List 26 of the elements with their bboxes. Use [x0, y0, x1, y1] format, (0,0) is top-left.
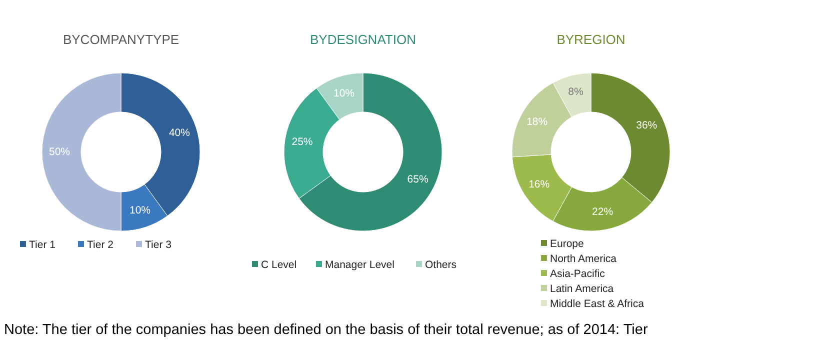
legend-label: Latin America	[550, 283, 614, 295]
data-label: 10%	[333, 87, 355, 100]
chart-title: BYCOMPANYTYPE	[62, 32, 180, 47]
legend-label: Asia-Pacific	[550, 268, 605, 280]
legend-label: North America	[550, 253, 617, 265]
legend-label: Tier 1	[29, 239, 56, 251]
data-label: 36%	[636, 120, 658, 132]
data-label: 18%	[526, 116, 548, 128]
data-label: 22%	[592, 206, 614, 218]
legend-label: Europe	[550, 238, 584, 250]
chart-title: BYDESIGNATION	[310, 32, 416, 47]
text: Note: The tier of the companies has been defined on the basis of their total revenue; as of 2014: Tier	[4, 322, 648, 338]
data-label: 40%	[168, 126, 190, 139]
data-label: 8%	[568, 86, 584, 98]
data-label: 65%	[407, 174, 428, 186]
data-label: 25%	[292, 136, 313, 148]
legend-label: Others	[425, 259, 457, 271]
legend-label: Middle East & Africa	[550, 298, 644, 310]
legend-label: Tier 3	[145, 239, 172, 251]
legend-label: Tier 2	[87, 239, 114, 251]
data-label: 50%	[48, 146, 70, 158]
legend-label: Manager Level	[325, 259, 394, 271]
chart-title: BYREGION	[556, 32, 626, 47]
legend-label: C Level	[261, 259, 297, 271]
data-label: 10%	[129, 204, 151, 216]
data-label: 16%	[528, 178, 550, 191]
